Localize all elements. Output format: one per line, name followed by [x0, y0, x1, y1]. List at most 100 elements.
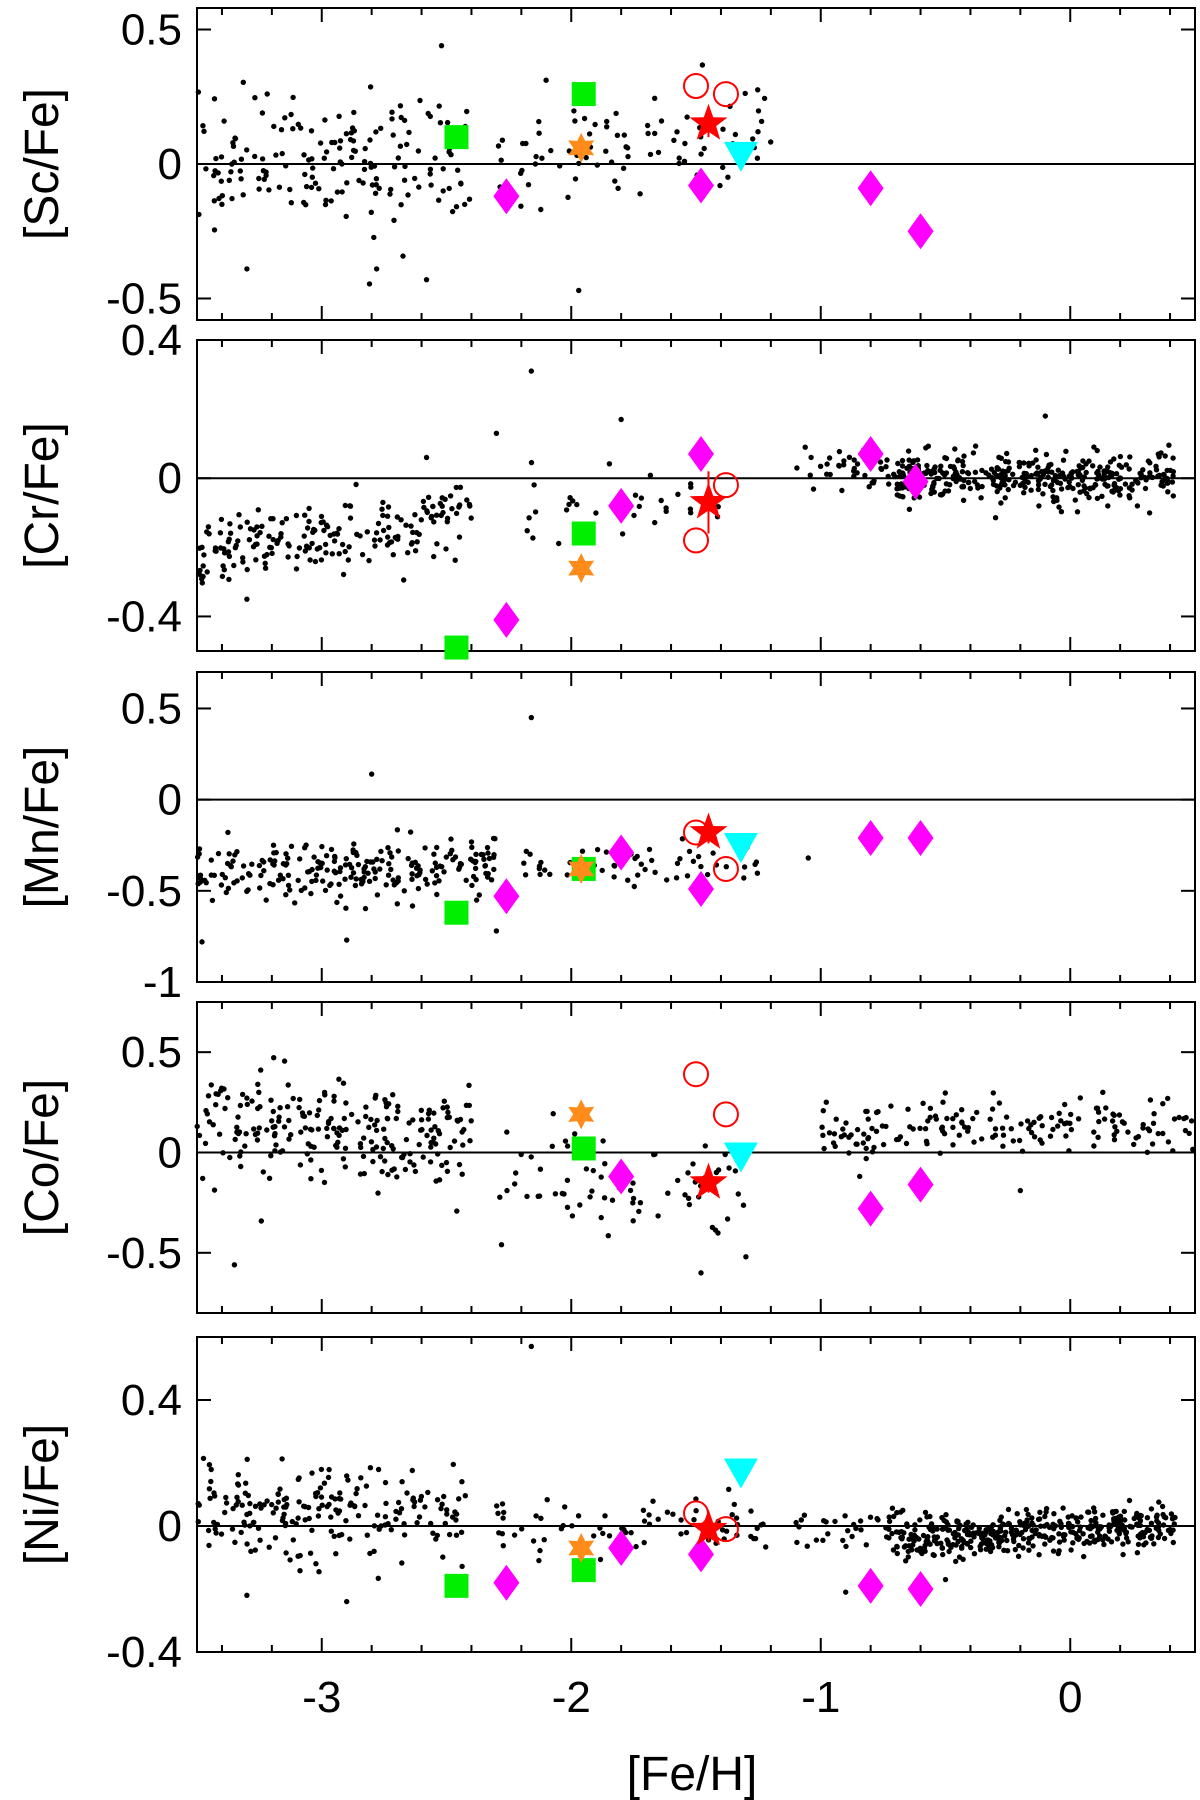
field-star-point: [226, 851, 232, 857]
field-star-point: [1122, 1517, 1128, 1523]
field-star-point: [270, 1108, 276, 1115]
field-star-point: [334, 189, 341, 195]
field-star-point: [328, 846, 335, 853]
field-star-point: [854, 1141, 860, 1147]
field-star-point: [1172, 1514, 1178, 1521]
field-star-point: [347, 503, 353, 509]
panel-frame: [196, 1001, 1196, 1314]
field-star-point: [539, 155, 545, 161]
field-star-point: [1074, 509, 1081, 515]
field-star-point: [698, 863, 704, 870]
field-star-point: [374, 892, 381, 898]
field-star-point: [576, 287, 582, 294]
field-star-point: [246, 537, 253, 543]
field-star-point: [1165, 489, 1171, 495]
field-star-point: [1025, 1540, 1032, 1546]
field-star-point: [842, 1513, 848, 1519]
field-star-point: [238, 156, 245, 162]
field-star-point: [1056, 1110, 1062, 1117]
field-star-point: [1068, 1111, 1074, 1118]
field-star-point: [389, 854, 395, 860]
field-star-point: [295, 1476, 301, 1483]
field-star-point: [525, 182, 532, 188]
field-star-point: [320, 878, 326, 884]
field-star-point: [447, 1144, 453, 1151]
y-axis-label: [Co/Fe]: [16, 1079, 69, 1236]
field-star-point: [956, 1525, 962, 1532]
field-star-point: [927, 1105, 934, 1112]
field-star-point: [637, 191, 643, 197]
field-star-point: [221, 546, 227, 552]
field-star-point: [1165, 1095, 1171, 1102]
field-star-point: [416, 1141, 422, 1148]
field-star-point: [733, 1515, 740, 1521]
field-star-point: [982, 1532, 988, 1538]
field-star-point: [298, 887, 304, 894]
field-star-point: [931, 466, 937, 472]
y-tick-label: 0: [158, 1502, 182, 1551]
field-star-point: [298, 125, 304, 131]
panel-frame: [196, 1336, 1196, 1653]
field-star-point: [1000, 1132, 1007, 1138]
field-star-point: [404, 141, 410, 148]
field-star-point: [343, 1100, 349, 1106]
field-star-point: [382, 1135, 388, 1142]
field-star-point: [256, 186, 262, 192]
field-star-point: [726, 1165, 732, 1171]
field-star-point: [281, 1504, 287, 1510]
field-star-point: [425, 1116, 432, 1122]
field-star-point: [924, 1540, 930, 1547]
field-star-point: [1035, 1516, 1042, 1523]
field-star-point: [943, 481, 950, 487]
field-star-point: [921, 1547, 927, 1553]
field-star-point: [284, 1104, 291, 1110]
field-star-point: [446, 185, 452, 192]
field-star-point: [987, 1541, 993, 1548]
field-star-point: [888, 1103, 894, 1109]
field-star-point: [606, 461, 613, 467]
field-star-point: [863, 1145, 869, 1152]
field-star-point: [349, 125, 356, 131]
field-star-point: [384, 1139, 390, 1146]
field-star-point: [366, 281, 373, 287]
field-star-point: [1070, 1529, 1076, 1536]
field-star-point: [452, 557, 458, 563]
field-star-point: [998, 500, 1004, 506]
field-star-point: [1127, 454, 1133, 460]
field-star-point: [444, 519, 450, 525]
field-star-point: [833, 1116, 839, 1122]
field-star-point: [205, 524, 212, 530]
field-star-point: [424, 508, 430, 514]
field-star-point: [393, 1516, 399, 1522]
field-star-point: [440, 1105, 446, 1111]
field-star-point: [309, 1527, 315, 1534]
field-star-point: [1055, 1123, 1061, 1129]
field-star-point: [1080, 458, 1086, 464]
field-star-point: [955, 1518, 961, 1525]
field-star-point: [1134, 503, 1141, 509]
field-star-point: [244, 1592, 250, 1599]
field-star-point: [1131, 1141, 1137, 1148]
field-star-point: [225, 885, 232, 891]
field-star-point: [959, 484, 965, 490]
field-star-point: [564, 1177, 571, 1184]
field-star-point: [862, 472, 868, 479]
field-star-point: [367, 137, 373, 143]
field-star-point: [380, 512, 386, 519]
y-tick-label: -0.4: [106, 1628, 182, 1677]
field-star-point: [297, 1162, 304, 1168]
field-star-point: [1164, 467, 1170, 474]
field-star-point: [597, 1556, 604, 1563]
field-star-point: [389, 109, 395, 115]
field-star-point: [344, 1473, 350, 1479]
field-star-point: [1069, 1513, 1075, 1519]
field-star-point: [1092, 1517, 1098, 1524]
square-marker: [571, 1558, 596, 1583]
field-star-point: [623, 144, 629, 150]
field-star-point: [1105, 503, 1111, 509]
field-star-point: [336, 1132, 342, 1139]
field-star-point: [1092, 482, 1099, 488]
field-star-point: [288, 1132, 294, 1138]
field-star-point: [493, 430, 500, 436]
field-star-point: [1035, 486, 1042, 493]
